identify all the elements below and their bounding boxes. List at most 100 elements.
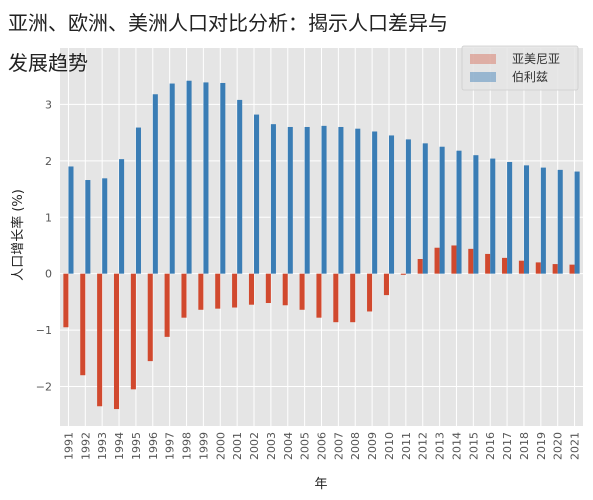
bar-belize-1996: [152, 94, 158, 274]
x-tick-label: 2021: [569, 432, 582, 460]
bar-armenia-2021: [569, 264, 575, 274]
x-axis-title: 年: [314, 477, 327, 492]
bar-armenia-2015: [468, 248, 474, 274]
y-axis-title: 人口增长率 (%): [10, 189, 26, 281]
x-tick-label: 2019: [535, 432, 548, 460]
x-tick-label: 2015: [467, 432, 480, 460]
legend-swatch-belize: [470, 72, 496, 82]
x-tick-label: 2003: [265, 432, 278, 460]
bar-belize-1994: [119, 159, 125, 274]
x-tick-label: 1991: [62, 432, 75, 460]
x-tick-label: 2016: [484, 432, 497, 460]
x-tick-label: 1994: [113, 432, 126, 460]
bar-armenia-2002: [248, 273, 255, 305]
bar-armenia-1996: [147, 273, 153, 362]
bar-belize-2011: [405, 139, 411, 274]
bar-belize-2001: [237, 99, 243, 274]
y-tick-label: 0: [45, 268, 52, 281]
legend-box: [461, 45, 579, 91]
x-tick-label: 2010: [383, 432, 396, 460]
bar-armenia-1994: [113, 273, 120, 410]
bar-armenia-2016: [485, 253, 491, 274]
bar-belize-2019: [540, 167, 546, 274]
bar-belize-2002: [254, 114, 260, 274]
bar-belize-2015: [473, 155, 479, 274]
y-tick-label: 2: [45, 155, 52, 168]
bar-belize-2014: [456, 150, 462, 274]
bar-armenia-2004: [282, 273, 288, 306]
bar-belize-1991: [68, 166, 74, 274]
bar-belize-1995: [135, 127, 141, 274]
bar-armenia-1993: [97, 273, 103, 407]
y-tick-label: −2: [36, 381, 52, 394]
bar-armenia-2017: [502, 257, 508, 274]
x-tick-label: 1996: [147, 432, 160, 460]
x-tick-label: 1999: [197, 432, 210, 460]
x-tick-label: 1992: [79, 432, 92, 460]
bar-armenia-1991: [63, 273, 69, 328]
bar-belize-1992: [85, 180, 91, 274]
bar-armenia-2014: [451, 245, 457, 274]
bar-armenia-2000: [215, 273, 221, 309]
x-tick-label: 2014: [450, 432, 463, 460]
bar-armenia-2020: [552, 264, 558, 274]
y-tick-label: −1: [36, 324, 52, 337]
bar-armenia-2008: [350, 273, 356, 323]
bar-belize-2018: [523, 165, 530, 274]
x-tick-label: 2020: [552, 432, 565, 460]
bar-armenia-1998: [181, 273, 187, 318]
x-tick-label: 2017: [501, 432, 514, 460]
x-tick-label: 2009: [366, 432, 379, 460]
bar-belize-1998: [186, 80, 192, 274]
x-tick-label: 2008: [349, 432, 362, 460]
x-tick-label: 2006: [316, 432, 329, 460]
x-tick-label: 1998: [181, 432, 194, 460]
bar-belize-1993: [102, 178, 108, 274]
legend: 亚美尼亚 伯利兹: [461, 45, 579, 91]
x-tick-label: 2013: [434, 432, 447, 460]
bar-armenia-2012: [417, 259, 423, 274]
bar-armenia-2005: [299, 273, 305, 310]
bar-belize-2021: [574, 171, 580, 274]
bar-armenia-1995: [130, 273, 136, 390]
bar-armenia-2018: [518, 260, 524, 274]
y-tick-label: 1: [45, 211, 52, 224]
bar-belize-2008: [355, 128, 361, 274]
bar-armenia-2007: [333, 273, 339, 323]
bar-armenia-2003: [265, 273, 271, 304]
x-tick-label: 2000: [214, 432, 227, 460]
legend-swatch-armenia: [470, 54, 496, 64]
bar-armenia-2019: [535, 262, 541, 274]
bar-belize-2005: [304, 126, 310, 274]
bar-belize-1997: [169, 83, 175, 274]
bar-armenia-1997: [164, 273, 170, 337]
x-tick-label: 2018: [518, 432, 531, 460]
x-tick-label: 2007: [332, 432, 345, 460]
bar-belize-2010: [388, 135, 395, 274]
bar-belize-2003: [270, 124, 276, 274]
x-tick-label: 2012: [417, 432, 430, 460]
bar-belize-2007: [338, 126, 344, 274]
x-tick-label: 2004: [282, 432, 295, 460]
bar-armenia-2006: [316, 273, 322, 318]
bar-armenia-2010: [383, 273, 389, 296]
bar-armenia-1992: [80, 273, 86, 376]
bar-belize-2020: [557, 169, 563, 274]
x-tick-label: 2011: [400, 432, 413, 460]
bar-belize-2000: [220, 82, 226, 274]
x-tick-label: 1995: [130, 432, 143, 460]
bar-belize-2013: [439, 146, 445, 274]
bar-armenia-1999: [198, 273, 204, 310]
x-tick-label: 2001: [231, 432, 244, 460]
x-tick-label: 2002: [248, 432, 261, 460]
bars: [63, 80, 580, 410]
x-tick-label: 1997: [164, 432, 177, 460]
bar-belize-2006: [321, 125, 327, 274]
bar-belize-2017: [507, 161, 513, 274]
bar-armenia-2009: [367, 273, 373, 312]
bar-armenia-2013: [434, 247, 440, 274]
bar-belize-2009: [372, 131, 378, 274]
bar-belize-2016: [490, 158, 496, 274]
legend-label-armenia: 亚美尼亚: [512, 52, 560, 66]
